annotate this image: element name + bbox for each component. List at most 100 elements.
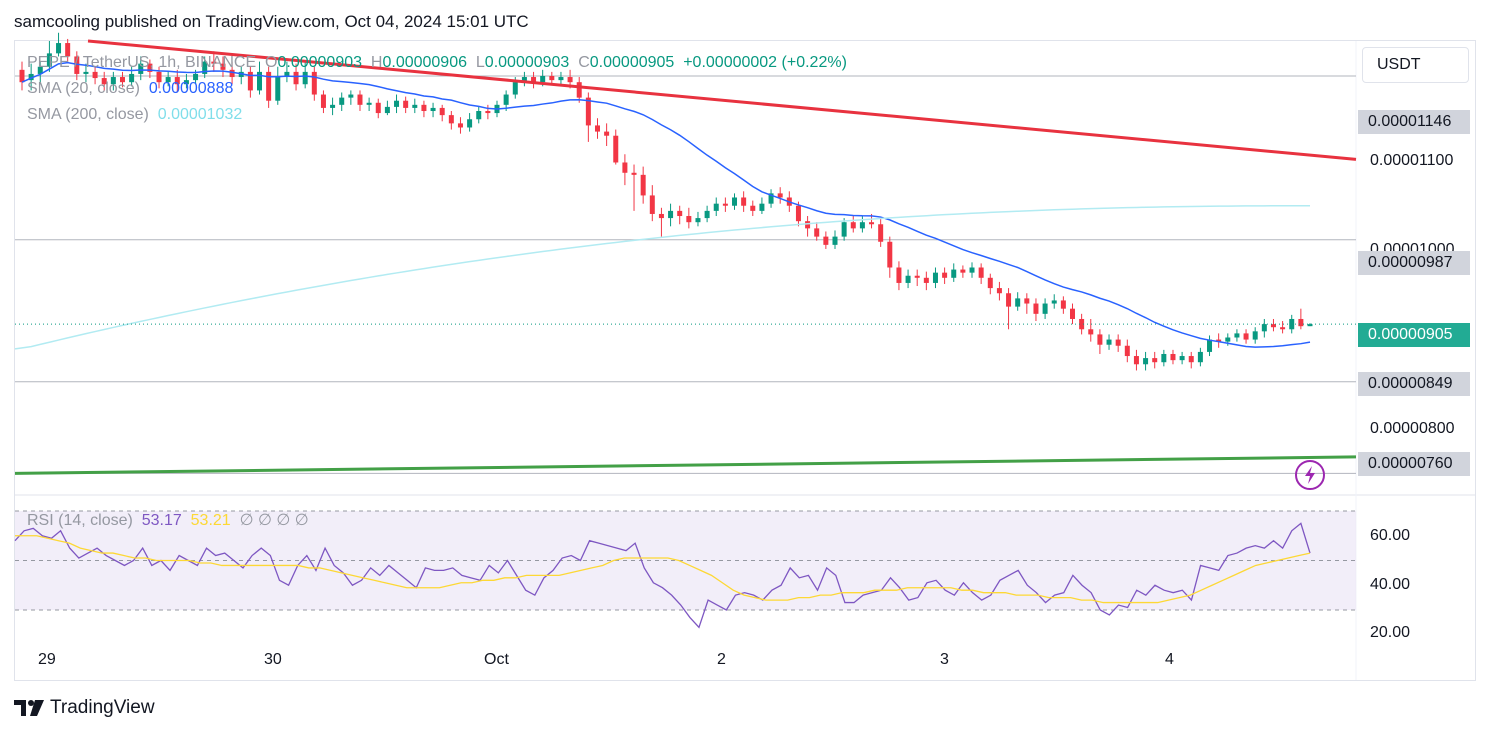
rsi-value: 53.17 [141, 512, 182, 529]
price-tag-987: 0.00000987 [1358, 251, 1470, 275]
sma20-legend[interactable]: SMA (20, close) 0.00000888 [27, 80, 233, 98]
candle-body [1234, 333, 1240, 338]
candle-body [741, 197, 747, 206]
candle-body [101, 78, 107, 85]
candle-body [1225, 337, 1231, 342]
rsi-axis-tick: 40.00 [1370, 576, 1411, 593]
publish-header: samcooling published on TradingView.com,… [14, 12, 529, 31]
candle-body [348, 94, 354, 98]
candle-body [202, 61, 208, 74]
candle-body [704, 210, 710, 219]
candle-body [457, 123, 463, 128]
candle-body [366, 102, 372, 105]
price-tag-current: 0.00000905 [1358, 323, 1470, 347]
price-tag-resistance: 0.00001146 [1358, 110, 1470, 134]
sma200-value: 0.00001032 [157, 106, 243, 123]
grid-layer [15, 41, 1476, 680]
candle-body [1051, 300, 1057, 304]
candle-body [814, 228, 820, 237]
candle-body [1097, 334, 1103, 345]
candle-body [1307, 324, 1313, 327]
rsi-extra-values: ∅ ∅ ∅ ∅ [239, 512, 309, 529]
candle-body [247, 71, 253, 91]
candle-body [1188, 356, 1194, 363]
candle-body [1088, 329, 1094, 335]
candle-body [832, 236, 838, 245]
rsi-line [14, 522, 1311, 629]
candle-body [119, 77, 125, 83]
candle-body [540, 76, 546, 83]
rsi-layer [14, 510, 1356, 629]
candle-body [467, 119, 473, 128]
candle-body [403, 100, 409, 108]
candle-body [1069, 308, 1075, 319]
candle-body [585, 97, 591, 126]
candle-body [275, 77, 281, 101]
rsi-legend[interactable]: RSI (14, close) 53.17 53.21 ∅ ∅ ∅ ∅ [27, 510, 309, 530]
candle-body [932, 272, 938, 283]
rsi-axis-tick: 60.00 [1370, 527, 1411, 544]
candle-body [83, 71, 89, 74]
footer-brand[interactable]: TradingView [14, 697, 155, 719]
candle-body [384, 106, 390, 114]
candle-body [1060, 300, 1066, 309]
sma20-line [21, 61, 1311, 348]
candle-body [439, 107, 445, 116]
resistance-trendline [87, 39, 1357, 161]
candle-body [777, 193, 783, 198]
open-key: O [265, 54, 278, 71]
candle-body [476, 111, 482, 120]
candle-body [594, 125, 600, 132]
candle-body [732, 197, 738, 206]
high-value: 0.00000906 [382, 54, 467, 71]
candle-body [951, 269, 957, 278]
candle-body [1042, 303, 1048, 314]
candle-body [165, 77, 171, 83]
candle-body [1006, 293, 1012, 307]
candle-body [914, 275, 920, 278]
candle-body [668, 210, 674, 219]
candle-body [1133, 356, 1139, 365]
candle-body [1179, 356, 1185, 361]
candle-body [1280, 327, 1286, 330]
currency-unit-button[interactable]: USDT [1362, 47, 1469, 83]
candle-body [1216, 339, 1222, 342]
sma20-value: 0.00000888 [148, 80, 234, 97]
open-value: 0.00000903 [277, 54, 363, 71]
symbol-label[interactable]: PEPE / TetherUS, 1h, BINANCE [27, 54, 257, 71]
candle-body [1143, 358, 1149, 365]
candle-body [905, 275, 911, 283]
candle-body [750, 205, 756, 211]
time-axis-tick: 30 [264, 651, 282, 668]
candle-body [695, 218, 701, 223]
candle-body [28, 73, 34, 81]
candle-body [302, 71, 308, 85]
candle-body [1252, 331, 1258, 340]
candle-body [266, 71, 272, 101]
low-key: L [475, 54, 485, 71]
candle-body [1115, 339, 1121, 346]
candle-body [686, 216, 692, 223]
time-axis-tick: 3 [940, 651, 949, 668]
candle-body [1079, 318, 1085, 330]
candle-body [722, 203, 728, 206]
candle-body [193, 73, 199, 81]
candle-body [640, 174, 646, 196]
rsi-band [15, 511, 1356, 610]
candle-body [412, 104, 418, 108]
candle-body [987, 277, 993, 289]
candle-body [558, 77, 564, 81]
candle-body [942, 272, 948, 278]
time-axis-tick: 29 [38, 651, 56, 668]
candle-body [357, 94, 363, 105]
candle-body [421, 104, 427, 112]
candle-body [1015, 298, 1021, 307]
candle-body [521, 77, 527, 83]
candle-body [183, 80, 189, 85]
sma200-legend[interactable]: SMA (200, close) 0.00001032 [27, 106, 242, 124]
lightning-icon[interactable] [1294, 459, 1326, 491]
candle-body [330, 104, 336, 108]
rsi-ma-line [15, 535, 1311, 604]
candle-body [1243, 333, 1249, 340]
